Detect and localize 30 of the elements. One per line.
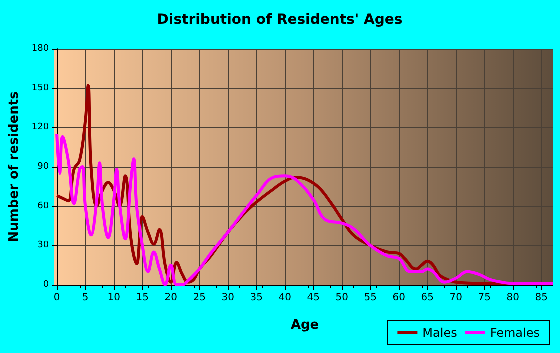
x-tick-label: 0 — [54, 292, 60, 304]
x-tick-label: 10 — [108, 292, 120, 304]
y-axis-title: Number of residents — [7, 91, 22, 242]
x-tick-label: 5 — [82, 292, 89, 304]
x-tick-label: 70 — [450, 292, 462, 304]
x-tick-label: 85 — [535, 292, 548, 304]
legend-label: Males — [422, 326, 458, 340]
x-tick-label: 35 — [250, 292, 263, 304]
x-tick-label: 55 — [364, 292, 377, 304]
x-tick-label: 45 — [307, 292, 320, 304]
x-tick-label: 20 — [164, 292, 178, 304]
x-tick-label: 80 — [506, 292, 520, 304]
x-tick-label: 40 — [278, 292, 292, 304]
x-tick-label: 75 — [478, 292, 491, 304]
legend-label: Females — [490, 326, 540, 340]
y-tick-label: 0 — [43, 280, 50, 290]
y-tick-label: 60 — [38, 201, 50, 212]
y-tick-label: 180 — [32, 44, 50, 54]
y-tick-label: 120 — [32, 122, 50, 133]
x-tick-label: 60 — [392, 292, 406, 304]
x-tick-label: 65 — [421, 292, 434, 304]
x-tick-label: 15 — [136, 292, 149, 304]
y-tick-label: 30 — [38, 240, 50, 251]
chart-title: Distribution of Residents' Ages — [157, 12, 403, 28]
y-tick-label: 90 — [38, 162, 50, 172]
x-tick-label: 30 — [222, 292, 234, 304]
y-tick-label: 150 — [32, 83, 50, 94]
x-axis-title: Age — [290, 318, 320, 333]
x-tick-label: 25 — [193, 292, 206, 304]
x-tick-label: 50 — [336, 292, 348, 304]
